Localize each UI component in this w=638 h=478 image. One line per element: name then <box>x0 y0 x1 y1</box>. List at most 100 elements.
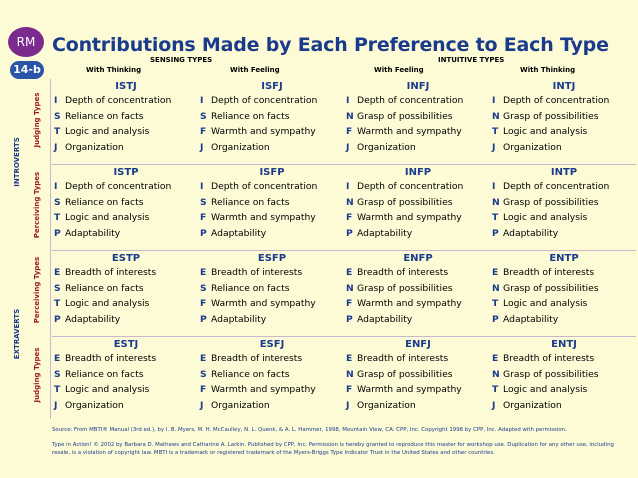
preference-line: T Logic and analysis <box>54 124 198 140</box>
preference-letter: J <box>54 141 58 153</box>
preference-line: T Logic and analysis <box>492 210 636 226</box>
preference-text: Breadth of interests <box>65 267 157 278</box>
preference-letter: I <box>346 95 350 106</box>
preference-text: Organization <box>65 399 124 411</box>
preference-line: P Adaptability <box>492 226 636 242</box>
type-cell: ISTJ I Depth of concentration S Reliance on … <box>52 79 198 164</box>
preference-text: Breadth of interests <box>211 267 303 278</box>
preference-letter: P <box>54 313 61 325</box>
preference-text: Logic and analysis <box>65 212 150 223</box>
type-code: INTJ <box>552 81 576 92</box>
type-row: ISTJ I Depth of concentration S Reliance on … <box>52 79 636 165</box>
preference-line: N Grasp of possibilities <box>346 109 490 125</box>
preference-letter: J <box>200 141 204 153</box>
preference-letter: P <box>200 313 207 325</box>
preference-line: P Adaptability <box>200 312 344 328</box>
preference-line: S Reliance on facts <box>200 109 344 125</box>
type-code: INTP <box>550 167 578 178</box>
type-row: ESTJ E Breadth of interests S Reliance on fa… <box>52 337 636 422</box>
preference-letter: F <box>200 126 207 137</box>
preference-line: S Reliance on facts <box>200 367 344 383</box>
preference-text: Grasp of possibilities <box>503 110 599 122</box>
preference-text: Reliance on facts <box>65 196 144 208</box>
preference-letter: I <box>54 95 58 106</box>
type-code: ESFP <box>257 253 287 264</box>
type-cell: ENTJ E Breadth of interests N Grasp of possi… <box>490 337 636 422</box>
preference-letter: J <box>346 399 350 411</box>
sensing-types-header: SENSING TYPES <box>150 56 213 64</box>
preference-letter: T <box>492 384 499 395</box>
preference-text: Grasp of possibilities <box>357 196 453 208</box>
type-code: ENTJ <box>551 339 577 350</box>
preference-text: Adaptability <box>503 313 559 325</box>
preference-line: J Organization <box>54 140 198 156</box>
preference-line: I Depth of concentration <box>200 179 344 195</box>
preference-letter: P <box>54 227 61 239</box>
preference-text: Breadth of interests <box>503 267 595 278</box>
preference-line: F Warmth and sympathy <box>346 210 490 226</box>
type-table: ISTJ I Depth of concentration S Reliance on … <box>52 79 636 422</box>
preference-text: Adaptability <box>65 227 121 239</box>
type-cell: ENTP E Breadth of interests N Grasp of possi… <box>490 251 636 336</box>
preference-text: Adaptability <box>211 227 267 239</box>
rm-badge: RM <box>8 27 44 57</box>
preference-line: T Logic and analysis <box>492 382 636 398</box>
preference-line: S Reliance on facts <box>200 281 344 297</box>
type-code: ENFP <box>403 253 433 264</box>
preference-text: Warmth and sympathy <box>211 384 316 395</box>
col-header-4: With Thinking <box>520 66 576 74</box>
preference-line: N Grasp of possibilities <box>346 281 490 297</box>
preference-text: Adaptability <box>503 227 559 239</box>
preference-letter: N <box>346 196 354 208</box>
preference-line: N Grasp of possibilities <box>492 195 636 211</box>
type-cell: ESTJ E Breadth of interests S Reliance on fa… <box>52 337 198 422</box>
preference-line: S Reliance on facts <box>54 367 198 383</box>
type-cell: INFP I Depth of concentration N Grasp of pos… <box>344 165 490 250</box>
preference-text: Organization <box>503 141 562 153</box>
preference-letter: T <box>492 126 499 137</box>
preference-text: Breadth of interests <box>357 353 449 364</box>
preference-letter: N <box>492 110 500 122</box>
preference-line: E Breadth of interests <box>346 265 490 281</box>
preference-text: Organization <box>211 141 270 153</box>
preference-text: Grasp of possibilities <box>503 282 599 294</box>
preference-text: Logic and analysis <box>65 298 150 309</box>
col-header-2: With Feeling <box>230 66 280 74</box>
preference-text: Reliance on facts <box>65 110 144 122</box>
type-cell: INFJ I Depth of concentration N Grasp of pos… <box>344 79 490 164</box>
preference-text: Depth of concentration <box>357 95 464 106</box>
introverts-label: INTROVERTS <box>13 137 21 187</box>
preference-line: I Depth of concentration <box>346 93 490 109</box>
preference-letter: T <box>492 298 499 309</box>
preference-letter: N <box>492 368 500 380</box>
preference-text: Logic and analysis <box>503 298 588 309</box>
type-row: ESTP E Breadth of interests S Reliance on fa… <box>52 251 636 337</box>
preference-line: P Adaptability <box>492 312 636 328</box>
intuitive-types-header: INTUITIVE TYPES <box>438 56 505 64</box>
preference-text: Organization <box>357 141 416 153</box>
preference-letter: J <box>492 141 496 153</box>
preference-text: Adaptability <box>211 313 267 325</box>
preference-line: F Warmth and sympathy <box>200 296 344 312</box>
preference-line: T Logic and analysis <box>492 296 636 312</box>
preference-text: Warmth and sympathy <box>357 384 462 395</box>
type-cell: ESTP E Breadth of interests S Reliance on fa… <box>52 251 198 336</box>
preference-line: F Warmth and sympathy <box>200 382 344 398</box>
preference-letter: I <box>492 95 496 106</box>
preference-letter: N <box>492 282 500 294</box>
preference-line: N Grasp of possibilities <box>346 367 490 383</box>
preference-line: I Depth of concentration <box>346 179 490 195</box>
preference-letter: E <box>492 267 499 278</box>
preference-text: Logic and analysis <box>65 384 150 395</box>
preference-line: S Reliance on facts <box>54 195 198 211</box>
preference-text: Depth of concentration <box>65 95 172 106</box>
preference-line: I Depth of concentration <box>200 93 344 109</box>
preference-letter: N <box>346 368 354 380</box>
preference-line: E Breadth of interests <box>492 351 636 367</box>
preference-line: J Organization <box>54 398 198 414</box>
preference-letter: J <box>346 141 350 153</box>
preference-line: F Warmth and sympathy <box>346 296 490 312</box>
preference-text: Depth of concentration <box>211 181 318 192</box>
preference-text: Grasp of possibilities <box>503 196 599 208</box>
preference-letter: F <box>346 298 353 309</box>
